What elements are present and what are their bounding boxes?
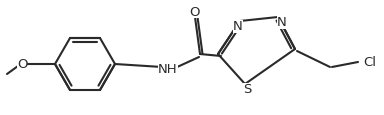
Text: O: O — [17, 58, 27, 71]
Text: NH: NH — [158, 63, 178, 76]
Text: S: S — [243, 83, 251, 96]
Text: Cl: Cl — [363, 56, 376, 69]
Text: N: N — [277, 16, 287, 29]
Text: N: N — [233, 20, 243, 33]
Text: O: O — [190, 5, 200, 18]
